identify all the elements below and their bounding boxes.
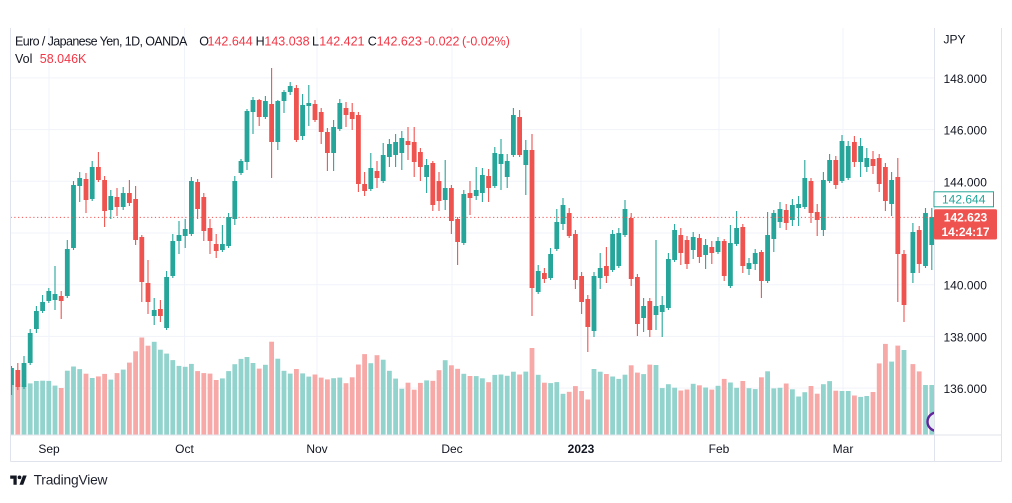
svg-text:142.644: 142.644 [208,34,253,48]
svg-text:(-0.02%): (-0.02%) [462,34,510,48]
svg-text:L: L [312,34,319,48]
svg-text:Oct: Oct [175,442,194,456]
svg-text:136.000: 136.000 [944,382,988,396]
svg-text:148.000: 148.000 [944,72,988,86]
svg-text:Mar: Mar [833,442,854,456]
svg-text:140.000: 140.000 [944,279,988,293]
svg-text:H: H [256,34,265,48]
svg-text:142.623: 142.623 [377,34,422,48]
svg-text:146.000: 146.000 [944,124,988,138]
svg-text:Euro / Japanese Yen, 1D, OANDA: Euro / Japanese Yen, 1D, OANDA [15,34,188,48]
svg-text:Dec: Dec [441,442,462,456]
svg-text:C: C [368,34,377,48]
svg-text:JPY: JPY [944,33,966,47]
svg-text:138.000: 138.000 [944,330,988,344]
svg-text:Vol: Vol [15,52,32,66]
svg-text:58.046K: 58.046K [40,52,87,66]
svg-text:142.623: 142.623 [944,211,988,225]
svg-text:Sep: Sep [38,442,60,456]
svg-text:142.421: 142.421 [319,34,364,48]
svg-text:14:24:17: 14:24:17 [941,225,989,239]
svg-text:142.644: 142.644 [942,192,986,206]
svg-text:144.000: 144.000 [944,175,988,189]
svg-text:-0.022: -0.022 [424,34,459,48]
svg-text:143.038: 143.038 [264,34,309,48]
svg-text:Nov: Nov [306,442,327,456]
svg-text:Feb: Feb [709,442,730,456]
svg-text:TradingView: TradingView [34,473,108,488]
svg-text:2023: 2023 [568,442,595,456]
